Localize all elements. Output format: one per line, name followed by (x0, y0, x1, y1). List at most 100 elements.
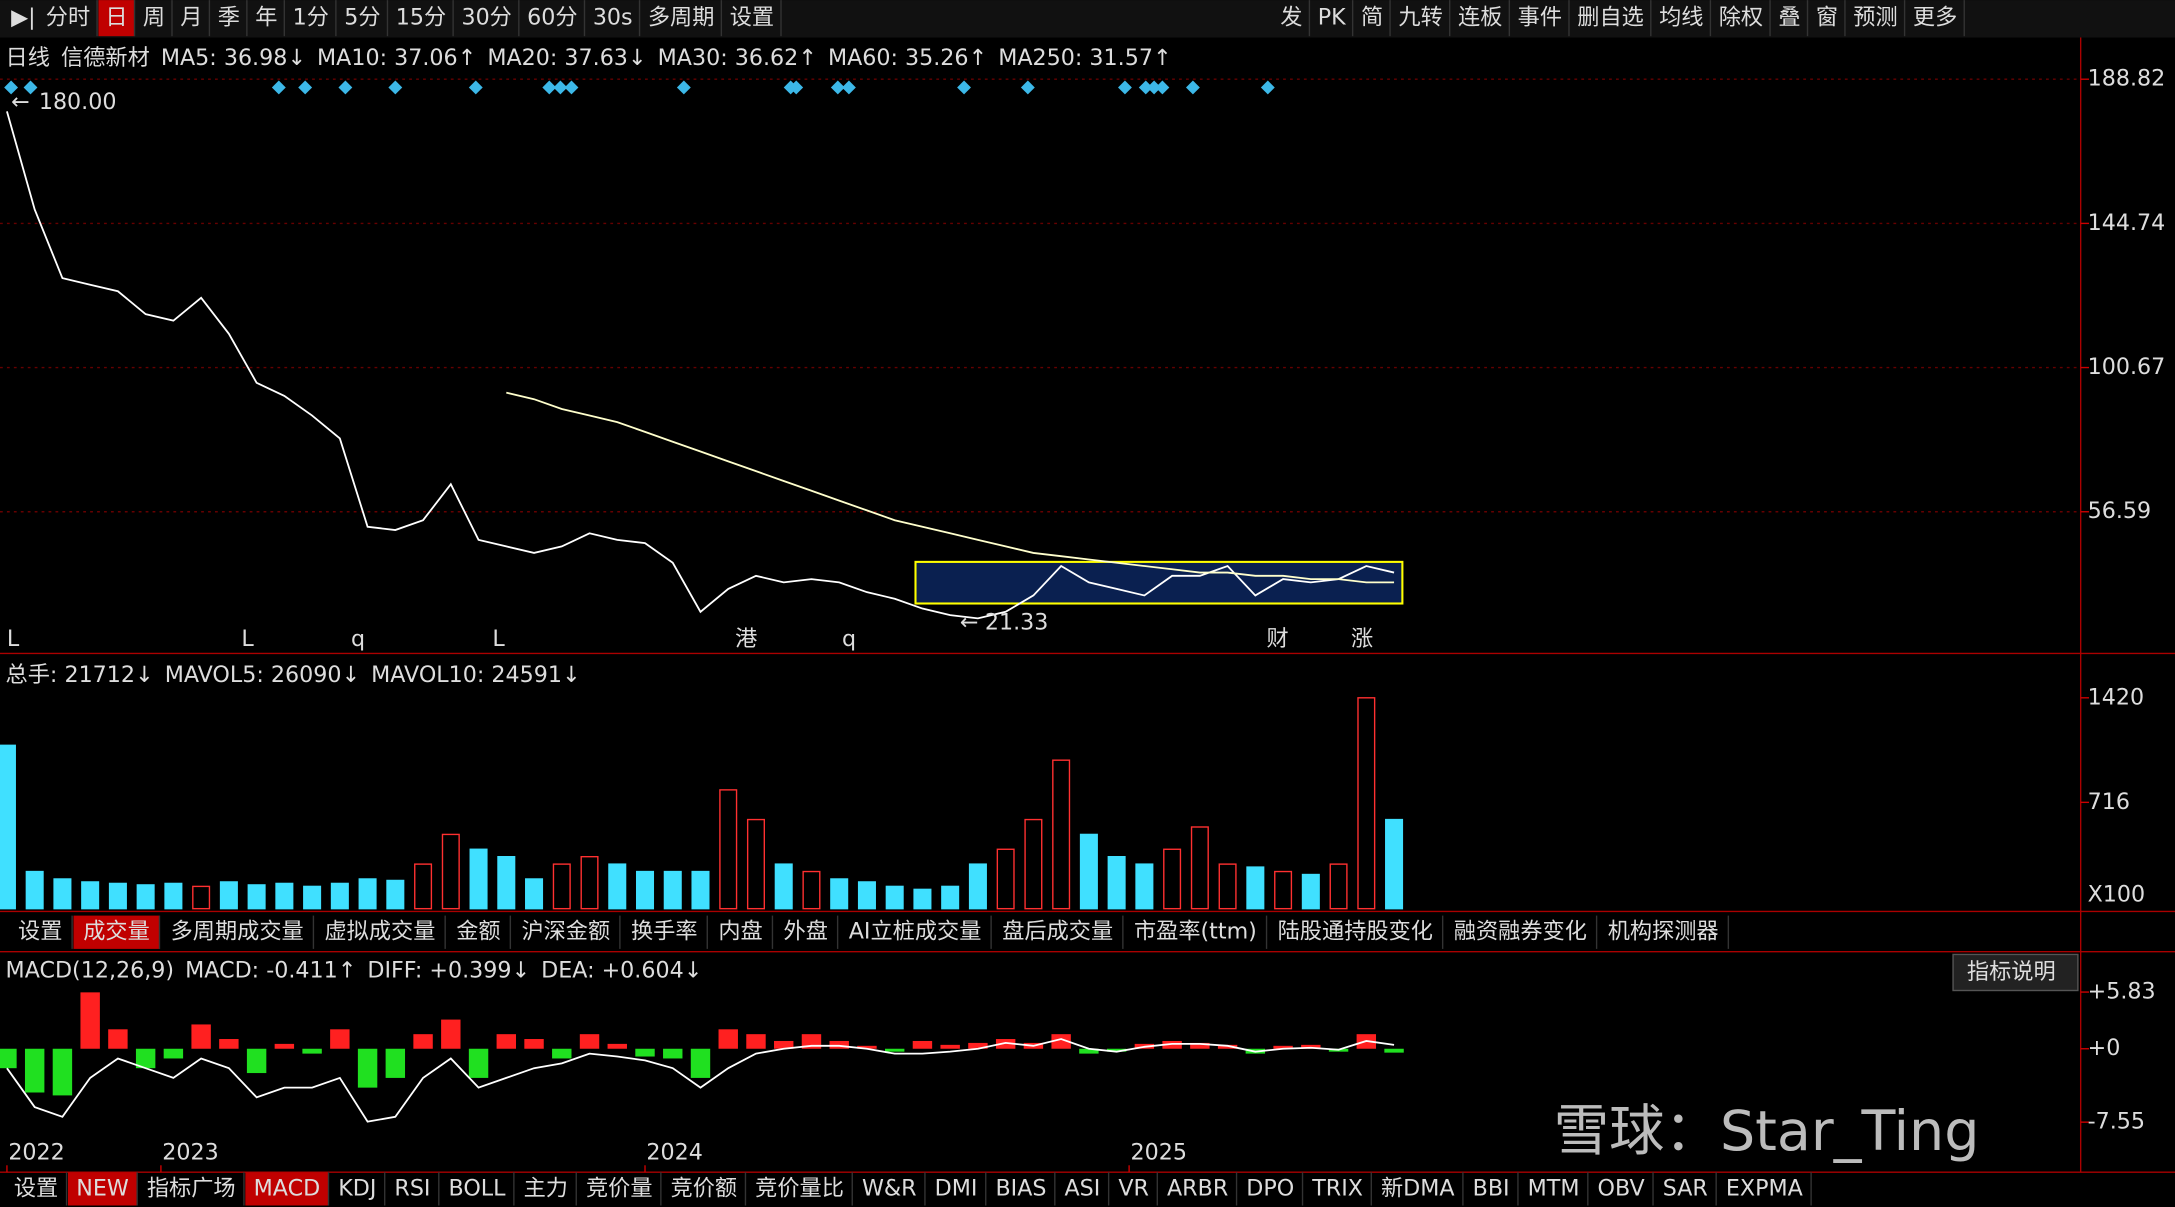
toolbar-button[interactable]: 60分 (527, 5, 577, 31)
toolbar-button[interactable]: 窗 (1816, 5, 1838, 31)
diamond (468, 80, 483, 95)
series-line (6, 111, 1395, 620)
indicator-tab[interactable]: 机构探测器 (1608, 919, 1719, 945)
bottom-tab[interactable]: OBV (1598, 1175, 1645, 1201)
bottom-tab[interactable]: DPO (1246, 1175, 1294, 1201)
indicator-tab[interactable]: 虚拟成交量 (325, 919, 436, 945)
toolbar-button[interactable]: 多周期 (648, 5, 715, 31)
toolbar-button[interactable]: 周 (143, 5, 165, 31)
indicator-tab[interactable]: 金额 (456, 919, 500, 945)
indicator-tab[interactable]: 陆股通持股变化 (1278, 919, 1433, 945)
indicator-tab[interactable]: 外盘 (784, 919, 828, 945)
toolbar-button[interactable]: 简 (1361, 5, 1383, 31)
toolbar-button[interactable]: PK (1318, 5, 1347, 31)
bottom-tab[interactable]: 主力 (524, 1175, 568, 1201)
marker: L (492, 626, 505, 652)
bottom-tab[interactable]: RSI (394, 1175, 430, 1201)
bottom-tab[interactable]: ARBR (1167, 1175, 1228, 1201)
bottom-tab[interactable]: DMI (935, 1175, 978, 1201)
bottom-tab[interactable]: 竞价量 (586, 1175, 653, 1201)
bottom-tab[interactable]: 设置 (14, 1175, 58, 1201)
macd-bar (774, 1040, 794, 1049)
indicator-tab[interactable]: 换手率 (631, 919, 698, 945)
highlight-box (914, 560, 1404, 605)
bottom-tab[interactable]: 竞价量比 (755, 1175, 844, 1201)
toolbar-button[interactable]: 删自选 (1577, 5, 1644, 31)
bottom-tab[interactable]: NEW (76, 1175, 129, 1201)
volume-bar (1052, 759, 1071, 910)
toolbar-button[interactable]: 日 (105, 5, 127, 31)
toolbar-button[interactable]: 季 (218, 5, 240, 31)
indicator-tab[interactable]: 设置 (18, 919, 62, 945)
volume-bar (1274, 870, 1293, 910)
volume-bar (1107, 855, 1126, 910)
help-button[interactable]: 指标说明 (1967, 959, 2056, 985)
indicator-tab[interactable]: 多周期成交量 (171, 919, 304, 945)
indicator-tab[interactable]: 成交量 (83, 919, 150, 945)
indicator-tab[interactable]: 沪深金额 (521, 919, 610, 945)
indicator-tab[interactable]: AI立桩成交量 (849, 919, 982, 945)
toolbar-button[interactable]: 预测 (1853, 5, 1897, 31)
toolbar-button[interactable]: 30s (593, 5, 633, 31)
volume-bar (275, 882, 294, 910)
toolbar-button[interactable]: 九转 (1398, 5, 1442, 31)
indicator-tab[interactable]: 市盈率(ttm) (1134, 919, 1257, 945)
bottom-tab-bg[interactable] (245, 1172, 329, 1206)
y-tick-label: +0 (2088, 1035, 2121, 1061)
toolbar-button[interactable]: 15分 (396, 5, 446, 31)
volume-bar (1135, 863, 1154, 910)
marker: L (241, 626, 254, 652)
indicator-tab[interactable]: 融资融券变化 (1454, 919, 1587, 945)
bottom-tab[interactable]: TRIX (1311, 1175, 1363, 1201)
macd-bar (441, 1019, 461, 1049)
volume-bar (247, 884, 266, 910)
bottom-tab[interactable]: 新DMA (1381, 1175, 1455, 1201)
toolbar-button[interactable]: 30分 (461, 5, 511, 31)
toolbar-button[interactable]: 连板 (1458, 5, 1502, 31)
volume-bar (219, 881, 238, 910)
bottom-tab[interactable]: BOLL (449, 1175, 507, 1201)
macd-bar (1384, 1048, 1404, 1053)
toolbar-button[interactable]: 事件 (1518, 5, 1562, 31)
toolbar-button[interactable]: 分时 (46, 5, 90, 31)
toolbar-button[interactable]: 叠 (1778, 5, 1800, 31)
macd-bar (635, 1048, 655, 1057)
toolbar-button-bg[interactable] (98, 0, 135, 37)
y-tick-label: 56.59 (2088, 498, 2152, 524)
macd-bar (663, 1048, 683, 1059)
toolbar-button[interactable]: 均线 (1659, 5, 1703, 31)
bottom-tab[interactable]: BIAS (995, 1175, 1046, 1201)
bottom-tab[interactable]: MTM (1528, 1175, 1580, 1201)
bottom-tab[interactable]: W&R (862, 1175, 917, 1201)
bottom-tab[interactable]: EXPMA (1726, 1175, 1803, 1201)
bottom-tab[interactable]: ASI (1065, 1175, 1101, 1201)
toolbar-button[interactable]: 设置 (730, 5, 774, 31)
macd-bar (163, 1048, 184, 1059)
marker: 港 (735, 626, 757, 652)
bottom-tab[interactable]: KDJ (338, 1175, 376, 1201)
legend-item: MACD(12,26,9) (6, 958, 175, 984)
bottom-tab[interactable]: 竞价额 (671, 1175, 738, 1201)
macd-bar (385, 1048, 406, 1078)
toolbar-button[interactable]: 发 (1280, 5, 1302, 31)
bottom-tab[interactable]: SAR (1663, 1175, 1708, 1201)
toolbar-button[interactable]: 1分 (293, 5, 329, 31)
macd-bar (524, 1039, 544, 1049)
toolbar-button[interactable]: 更多 (1913, 5, 1957, 31)
toolbar-button[interactable]: 月 (180, 5, 202, 31)
indicator-tab[interactable]: 内盘 (718, 919, 762, 945)
marker: q (842, 626, 856, 652)
bottom-tab[interactable]: BBI (1473, 1175, 1510, 1201)
bottom-tab[interactable]: 指标广场 (147, 1175, 236, 1201)
toolbar-button[interactable]: 除权 (1719, 5, 1763, 31)
volume-bar (608, 863, 627, 910)
bottom-tab[interactable]: MACD (254, 1175, 321, 1201)
bottom-tab[interactable]: VR (1118, 1175, 1149, 1201)
toolbar-button[interactable]: 年 (255, 5, 277, 31)
toolbar-button[interactable]: 5分 (344, 5, 380, 31)
help-button-bg[interactable] (1952, 953, 2079, 992)
bottom-tab-bg[interactable] (67, 1172, 138, 1206)
indicator-tab-bg[interactable] (73, 915, 160, 949)
indicator-tab[interactable]: 盘后成交量 (1002, 919, 1113, 945)
y-tick-label: 188.82 (2088, 66, 2166, 92)
